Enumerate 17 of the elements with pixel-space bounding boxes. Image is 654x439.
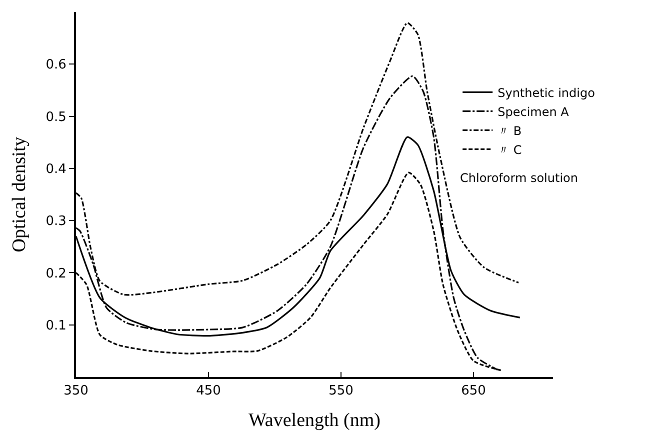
y-tick-label: 0.1 [46, 318, 66, 334]
x-tick-label: 650 [461, 384, 486, 399]
x-tick-label: 450 [196, 384, 221, 399]
x-tick-label: 550 [328, 384, 354, 399]
annotation: Chloroform solution [460, 171, 578, 185]
y-tick-label: 0.5 [46, 110, 66, 125]
legend-label: Synthetic indigo [498, 86, 595, 100]
y-tick-label: 0.4 [46, 162, 66, 177]
legend-label: 〃 C [498, 142, 522, 157]
legend-label: 〃 B [498, 124, 522, 138]
y-axis-title: Optical density [9, 136, 30, 252]
y-tick-label: 0.2 [46, 266, 66, 282]
x-axis-title: Wavelength (nm) [248, 410, 380, 431]
x-tick-label: 350 [64, 384, 88, 399]
y-tick-label: 0.3 [46, 214, 66, 230]
y-tick-label: 0.6 [46, 58, 66, 73]
legend-label: Specimen A [498, 104, 570, 119]
